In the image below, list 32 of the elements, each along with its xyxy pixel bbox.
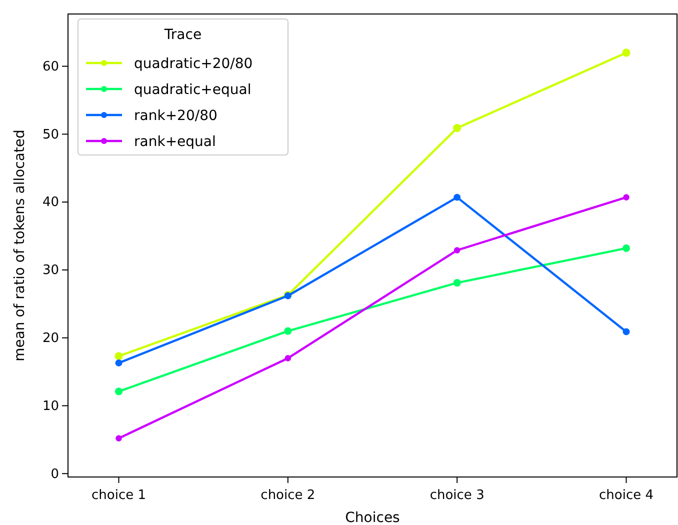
point [622, 328, 630, 336]
y-tick-label: 40 [42, 195, 59, 210]
point [284, 355, 292, 362]
point [114, 388, 123, 396]
point [116, 435, 122, 442]
point [453, 279, 461, 287]
point [622, 244, 630, 252]
point [454, 247, 460, 254]
legend-label: quadratic+20/80 [134, 56, 253, 72]
x-tick-label: choice 2 [260, 488, 316, 503]
point [622, 48, 630, 57]
point [454, 194, 461, 201]
point [115, 359, 122, 366]
x-axis-title: Choices [345, 510, 400, 525]
y-tick-label: 60 [42, 59, 59, 74]
legend-title: Trace [163, 27, 202, 43]
point [623, 194, 630, 200]
y-tick-label: 10 [42, 398, 59, 414]
y-tick-label: 30 [42, 263, 59, 278]
y-tick-label: 20 [42, 330, 59, 346]
y-tick-label: 0 [50, 466, 59, 482]
point [453, 124, 462, 132]
y-axis-title: mean of ratio of tokens allocated [12, 130, 28, 362]
x-tick-label: choice 1 [91, 488, 146, 503]
point [114, 352, 123, 360]
x-tick-label: choice 3 [430, 488, 484, 503]
point [284, 327, 292, 335]
legend-label: quadratic+equal [134, 82, 252, 98]
x-tick-label: choice 4 [598, 488, 654, 503]
legend-label: rank+20/80 [134, 108, 218, 124]
y-tick-label: 50 [42, 127, 59, 142]
legend-label: rank+equal [134, 134, 216, 150]
